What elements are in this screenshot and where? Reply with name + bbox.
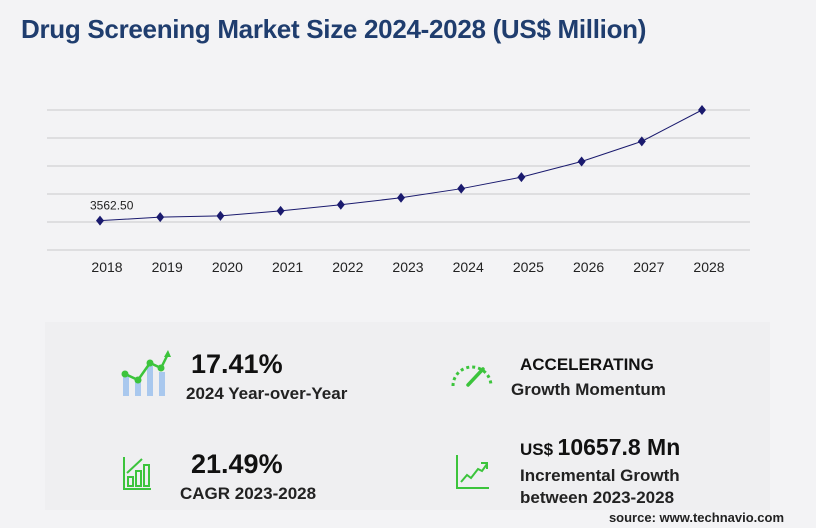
bar-chart-icon: [123, 457, 151, 490]
incremental-amount: 10657.8 Mn: [557, 434, 681, 460]
x-tick-label: 2027: [633, 259, 664, 275]
data-point: [397, 192, 405, 203]
data-point: [156, 212, 165, 223]
x-tick-label: 2028: [693, 259, 724, 275]
trend-up-icon: [456, 455, 489, 489]
data-point: [457, 183, 466, 194]
x-tick-label: 2018: [91, 259, 122, 275]
growth-chart-icon: [121, 350, 171, 396]
series-line: [99, 109, 703, 222]
data-label: 3562.50: [90, 199, 134, 213]
stats-panel: [45, 322, 770, 510]
data-point: [517, 172, 526, 183]
x-tick-label: 2025: [513, 259, 544, 275]
momentum-value: ACCELERATING: [520, 355, 654, 374]
data-point: [577, 156, 586, 167]
x-tick-label: 2019: [152, 259, 183, 275]
x-tick-label: 2026: [573, 259, 604, 275]
x-tick-label: 2024: [453, 259, 484, 275]
incremental-label-1: Incremental Growth: [520, 466, 680, 485]
line-chart: 2018 3562.50 2019 2020 2021 2022 2023 2024 2025 2…: [47, 105, 750, 275]
cagr-label: CAGR 2023-2028: [180, 484, 317, 503]
data-point: [96, 215, 104, 226]
incremental-value: US$ 10657.8 Mn: [520, 434, 680, 461]
data-point: [216, 210, 225, 221]
x-tick-label: 2020: [212, 259, 243, 275]
x-tick-label: 2021: [272, 259, 303, 275]
source-note: source: www.technavio.com: [608, 510, 784, 525]
x-tick-label: 2023: [392, 259, 423, 275]
momentum-label: Growth Momentum: [511, 380, 666, 399]
x-tick-label: 2022: [332, 259, 363, 275]
chart-title: Drug Screening Market Size 2024-2028 (US…: [21, 14, 647, 44]
data-point: [637, 136, 646, 147]
data-point: [698, 105, 706, 115]
yoy-value: 17.41%: [191, 349, 283, 379]
yoy-label: 2024 Year-over-Year: [186, 384, 348, 403]
speedometer-icon: [451, 365, 493, 387]
data-point: [276, 205, 285, 216]
cagr-value: 21.49%: [191, 449, 283, 479]
incremental-label-2: between 2023-2028: [520, 488, 675, 507]
data-point: [336, 199, 345, 210]
currency-prefix: US$: [520, 440, 554, 459]
